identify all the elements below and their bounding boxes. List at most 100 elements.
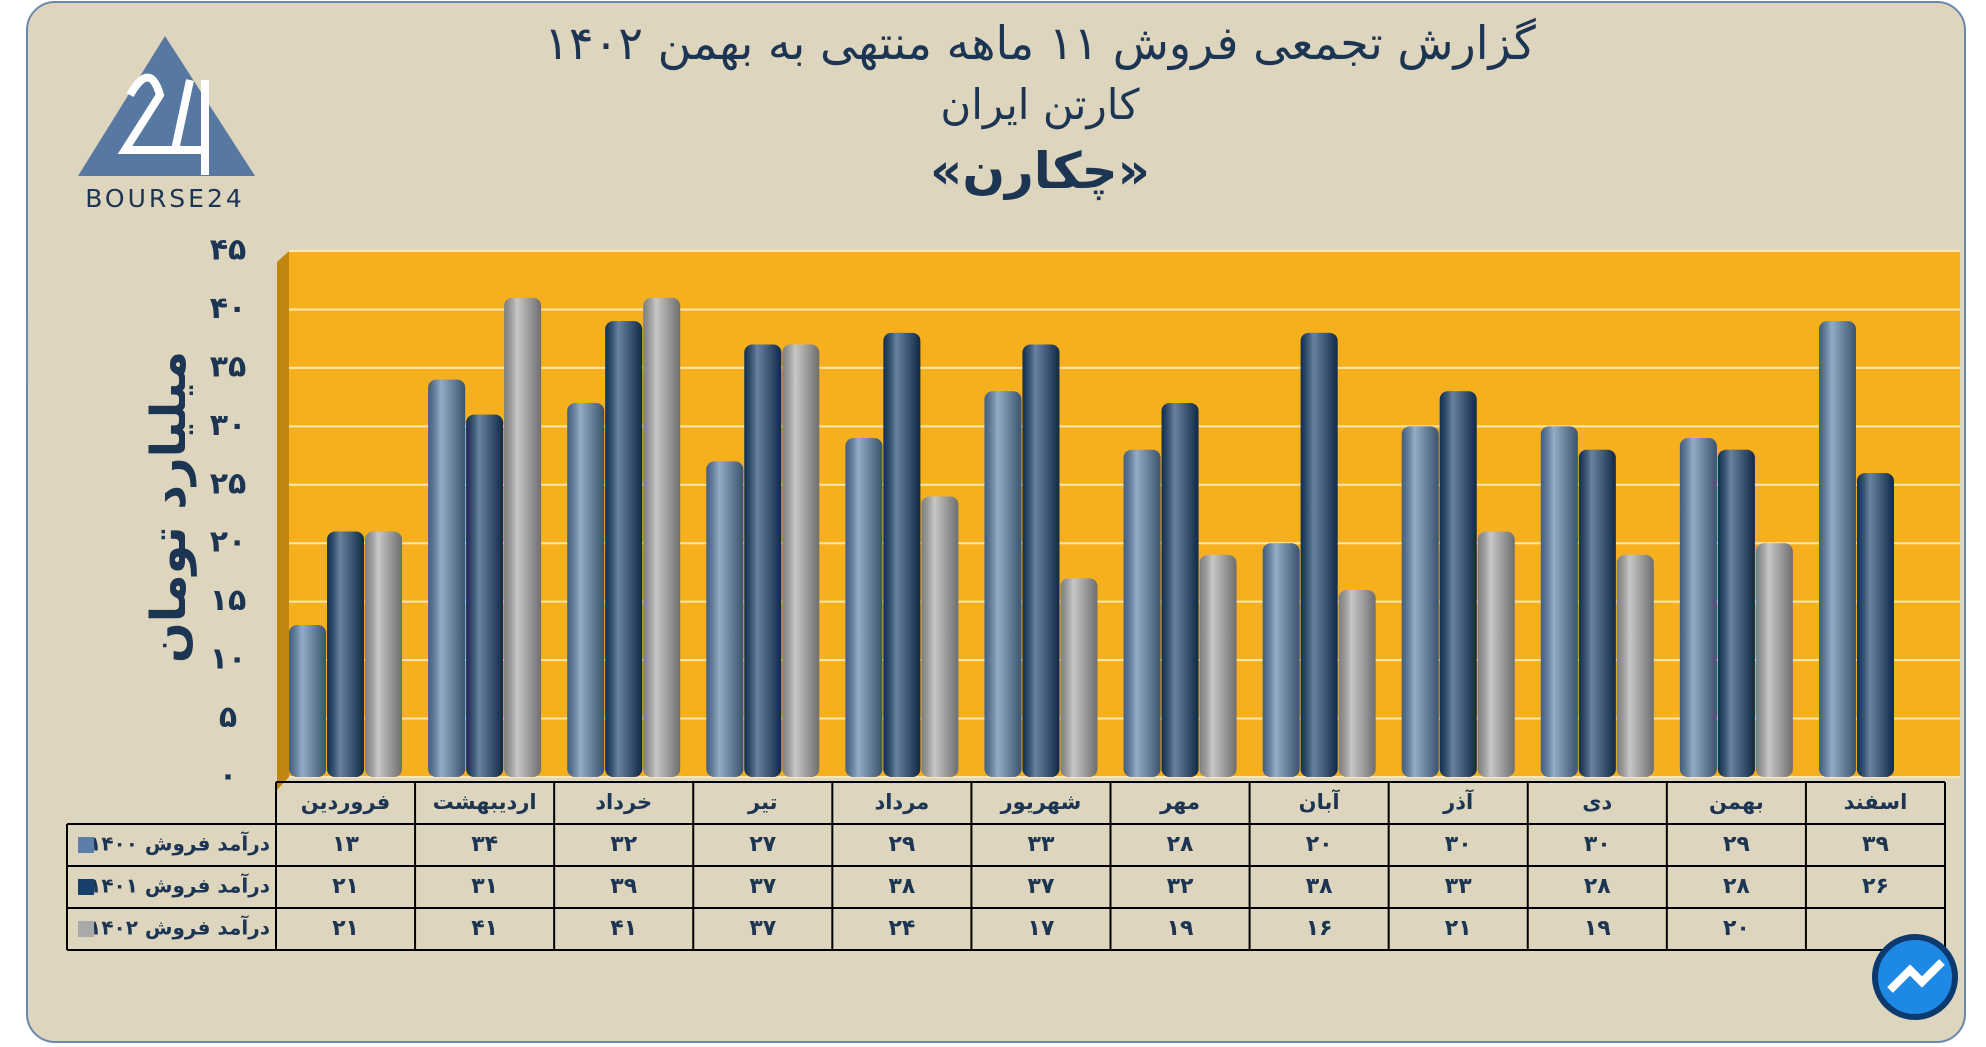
- y-axis-label: میلیارد تومان: [141, 351, 197, 663]
- chart-subtitle: کارتن ایران: [940, 80, 1140, 129]
- table-value: ۲۷: [749, 832, 776, 857]
- bar-shade: [921, 496, 959, 777]
- bar-shade: [466, 414, 504, 777]
- table-value: ۳۲: [1167, 874, 1194, 899]
- category-label: دی: [1582, 790, 1612, 814]
- legend-swatch: [78, 837, 94, 853]
- chart-title: گزارش تجمعی فروش ۱۱ ماهه منتهی به بهمن ۱…: [544, 16, 1536, 70]
- table-value: ۲۸: [1723, 874, 1750, 899]
- y-tick-label: ۲۵: [210, 466, 247, 501]
- bar-shade: [1300, 332, 1338, 777]
- category-label: آبان: [1299, 789, 1341, 814]
- y-tick-label: ۵: [219, 700, 237, 735]
- bar-shade: [744, 344, 782, 777]
- bar-shade: [428, 379, 466, 777]
- category-label: بهمن: [1709, 790, 1764, 814]
- category-label: مهر: [1159, 790, 1200, 814]
- table-value: ۲۶: [1862, 874, 1889, 899]
- category-label: اردیبهشت: [433, 790, 537, 814]
- bar-shade: [883, 332, 921, 777]
- corner-icon-arrow: [1887, 959, 1945, 993]
- logo: [78, 36, 255, 176]
- category-label: فروردین: [301, 790, 391, 814]
- legend-label: درآمد فروش ۱۴۰۰: [89, 831, 270, 856]
- table-value: ۳۳: [1028, 832, 1055, 857]
- bar-shade: [567, 402, 605, 777]
- bar-shade: [1679, 438, 1717, 777]
- y-tick-label: ۳۵: [210, 349, 247, 384]
- legend-swatch: [78, 879, 94, 895]
- bar-shade: [782, 344, 820, 777]
- table-value: ۲۰: [1306, 832, 1333, 857]
- table-value: ۳۳: [1445, 874, 1472, 899]
- bar-shade: [504, 297, 542, 777]
- legend-swatch: [78, 921, 94, 937]
- table-value: ۳۷: [1028, 874, 1055, 899]
- category-label: آذر: [1442, 789, 1474, 814]
- bar-shade: [605, 321, 643, 777]
- category-label: تیر: [747, 790, 778, 814]
- bar-shade: [706, 461, 744, 777]
- table-value: ۳۸: [1306, 874, 1333, 899]
- table-value: ۲۰: [1723, 916, 1750, 941]
- table-value: ۳۸: [888, 874, 915, 899]
- table-value: ۲۸: [1167, 832, 1194, 857]
- table-value: ۲۸: [1584, 874, 1611, 899]
- symbol: «چکارن»: [930, 142, 1150, 200]
- bar-shade: [1578, 449, 1616, 777]
- bar-shade: [289, 625, 327, 777]
- table-value: ۲۱: [332, 916, 359, 941]
- table-value: ۲۹: [1723, 832, 1750, 857]
- brand: BOURSE24: [85, 184, 245, 213]
- bar-shade: [1199, 554, 1237, 777]
- table-value: ۳۲: [610, 832, 637, 857]
- y-tick-label: ۴۵: [210, 233, 247, 268]
- table-value: ۱۷: [1028, 916, 1055, 941]
- bar-shade: [1338, 589, 1376, 777]
- bar-shade: [1818, 321, 1856, 777]
- table-value: ۳۰: [1445, 832, 1472, 857]
- bar-shade: [1022, 344, 1060, 777]
- table-value: ۳۰: [1584, 832, 1611, 857]
- table-value: ۳۹: [1862, 832, 1889, 857]
- bar-shade: [327, 531, 365, 777]
- bar-shade: [1477, 531, 1515, 777]
- category-label: مرداد: [874, 790, 929, 814]
- table-value: ۳۷: [749, 874, 776, 899]
- bar-shade: [1401, 426, 1439, 777]
- table-value: ۴۱: [610, 916, 637, 941]
- table-value: ۳۷: [749, 916, 776, 941]
- bar-shade: [1262, 543, 1300, 777]
- y-tick-label: ۱۰: [210, 642, 247, 677]
- bar-shade: [1856, 473, 1894, 777]
- bar-shade: [643, 297, 681, 777]
- y-tick-label: ۱۵: [210, 583, 247, 618]
- y-tick-label: ۴۰: [210, 291, 247, 326]
- logo-mark: [117, 73, 209, 175]
- bar-shade: [1755, 543, 1793, 777]
- y-tick-label: ۰: [219, 759, 237, 794]
- y-tick-label: ۲۰: [210, 525, 247, 560]
- table-value: ۱۹: [1584, 916, 1611, 941]
- table-value: ۳۱: [471, 874, 498, 899]
- table-value: ۲۱: [332, 874, 359, 899]
- bar-shade: [1540, 426, 1578, 777]
- table-value: ۲۹: [888, 832, 915, 857]
- y-tick-label: ۳۰: [210, 408, 247, 443]
- category-label: شهریور: [1000, 790, 1082, 814]
- bar-shade: [845, 438, 883, 777]
- table-value: ۴۱: [471, 916, 498, 941]
- bar-shade: [1123, 449, 1161, 777]
- bar-shade: [1616, 554, 1654, 777]
- category-label: خرداد: [595, 790, 652, 814]
- bar-shade: [1060, 578, 1098, 777]
- legend-label: درآمد فروش ۱۴۰۲: [89, 915, 270, 940]
- plot-wall: [277, 251, 289, 790]
- legend-label: درآمد فروش ۱۴۰۱: [89, 873, 270, 898]
- table-value: ۲۴: [888, 916, 915, 941]
- table-value: ۱۳: [332, 832, 359, 857]
- bar-shade: [1161, 402, 1199, 777]
- table-value: ۱۶: [1306, 916, 1333, 941]
- table-value: ۳۴: [471, 832, 498, 857]
